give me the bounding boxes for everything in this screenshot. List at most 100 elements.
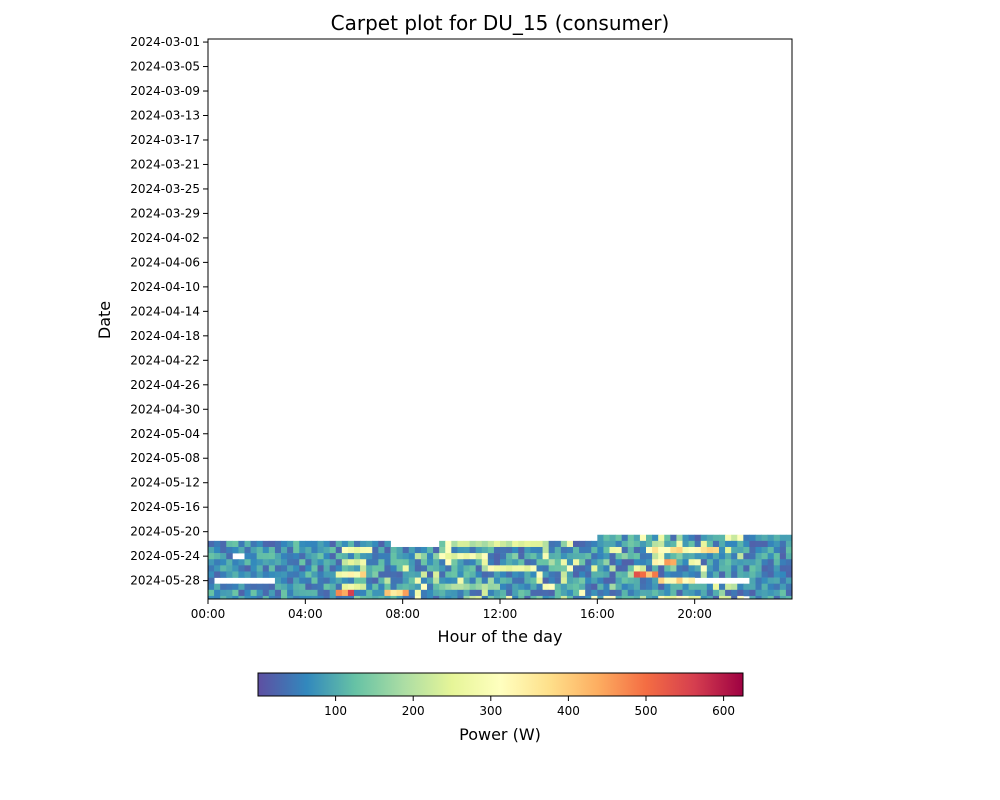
heatmap-cell <box>767 571 775 578</box>
heatmap-cell <box>378 589 385 597</box>
y-tick-label: 2024-03-01 <box>130 35 200 49</box>
heatmap-cell <box>463 595 470 600</box>
heatmap-cell <box>299 553 306 560</box>
heatmap-cell <box>652 589 659 597</box>
heatmap-cell <box>646 571 653 578</box>
heatmap-cell <box>372 553 379 560</box>
heatmap-cell <box>560 553 568 560</box>
x-tick-label: 04:00 <box>288 607 323 621</box>
heatmap-cell <box>366 565 373 572</box>
heatmap-cell <box>706 583 714 591</box>
heatmap-cell <box>627 583 635 591</box>
heatmap-cell <box>591 577 598 584</box>
heatmap-cell <box>548 571 556 578</box>
heatmap-cell <box>384 546 391 554</box>
y-tick-label: 2024-03-05 <box>130 60 200 74</box>
x-axis-label: Hour of the day <box>438 627 563 646</box>
heatmap-cell <box>688 595 696 600</box>
heatmap-cell <box>767 589 775 597</box>
heatmap-cell <box>323 595 331 600</box>
heatmap-cell <box>439 583 446 591</box>
heatmap-cell <box>402 559 410 566</box>
heatmap-cell <box>262 583 270 591</box>
heatmap-cell <box>560 595 568 600</box>
y-tick-label: 2024-05-20 <box>130 525 200 539</box>
heatmap-cell <box>591 571 598 578</box>
heatmap-cell <box>664 559 671 566</box>
heatmap-cell <box>427 559 434 566</box>
heatmap-cell <box>414 583 422 591</box>
heatmap-cell <box>287 540 294 548</box>
y-tick-label: 2024-03-13 <box>130 109 200 123</box>
heatmap-cell <box>615 571 623 578</box>
heatmap-cell <box>360 595 367 600</box>
heatmap-cell <box>548 546 556 554</box>
heatmap-cell <box>639 553 647 560</box>
heatmap-cell <box>439 540 446 548</box>
heatmap-cell <box>360 589 367 597</box>
heatmap-cell <box>433 553 440 560</box>
heatmap-cell <box>512 559 519 566</box>
heatmap-cell <box>439 571 446 578</box>
heatmap-cell <box>554 595 562 600</box>
heatmap-cell <box>232 565 239 572</box>
heatmap-cell <box>433 571 440 578</box>
heatmap-cell <box>329 595 337 600</box>
heatmap-cell <box>281 595 288 600</box>
heatmap-cell <box>700 546 708 554</box>
heatmap-cell <box>652 571 659 578</box>
heatmap-cell <box>688 571 696 578</box>
heatmap-cell <box>603 571 610 578</box>
heatmap-cell <box>268 565 276 572</box>
heatmap-cell <box>530 577 537 584</box>
heatmap-cell <box>554 589 562 597</box>
heatmap-cell <box>646 553 653 560</box>
heatmap-cell <box>396 571 404 578</box>
heatmap-cell <box>761 559 769 566</box>
heatmap-cell <box>390 577 397 584</box>
heatmap-cell <box>311 565 318 572</box>
heatmap-cell <box>719 565 726 572</box>
heatmap-cell <box>475 546 483 554</box>
heatmap-cell <box>591 559 598 566</box>
heatmap-cell <box>469 583 477 591</box>
heatmap-cell <box>615 553 623 560</box>
heatmap-cell <box>512 571 519 578</box>
heatmap-cell <box>779 553 787 560</box>
heatmap-cell <box>256 595 264 600</box>
heatmap-cell <box>755 577 762 584</box>
heatmap-cell <box>706 559 714 566</box>
heatmap-cell <box>688 553 696 560</box>
heatmap-cell <box>585 565 592 572</box>
heatmap-cell <box>579 589 586 597</box>
heatmap-cell <box>293 546 300 554</box>
heatmap-cell <box>463 583 470 591</box>
heatmap-cell <box>646 546 653 554</box>
heatmap-cell <box>445 540 452 548</box>
y-tick-label: 2024-04-14 <box>130 304 200 318</box>
heatmap-cell <box>317 571 324 578</box>
heatmap-cell <box>433 546 440 554</box>
heatmap-cell <box>700 589 708 597</box>
heatmap-cell <box>560 583 568 591</box>
heatmap-cell <box>627 589 635 597</box>
heatmap-cell <box>664 565 671 572</box>
heatmap-cell <box>518 553 525 560</box>
heatmap-cell <box>609 583 616 591</box>
heatmap-cell <box>329 553 337 560</box>
y-tick-label: 2024-05-28 <box>130 574 200 588</box>
heatmap-cell <box>779 559 787 566</box>
heatmap-cell <box>268 540 276 548</box>
heatmap-cell <box>414 546 422 554</box>
heatmap-cell <box>366 546 373 554</box>
heatmap-cell <box>396 583 404 591</box>
heatmap-cell <box>615 583 623 591</box>
heatmap-cell <box>603 534 610 542</box>
heatmap-cell <box>615 559 623 566</box>
heatmap-cell <box>469 553 477 560</box>
heatmap-cell <box>445 559 452 566</box>
heatmap-cell <box>737 534 744 542</box>
heatmap-cell <box>360 565 367 572</box>
heatmap-cell <box>652 583 659 591</box>
heatmap-cell <box>591 553 598 560</box>
